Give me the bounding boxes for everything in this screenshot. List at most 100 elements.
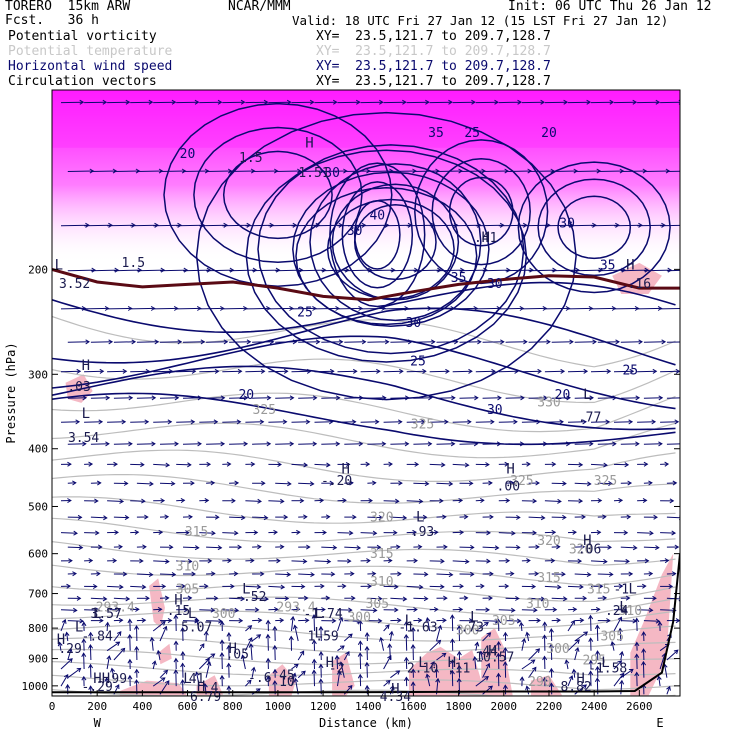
vector-head [560,368,566,374]
vector-head [531,666,537,672]
vector-head [542,676,548,682]
vector-head [615,339,620,345]
center-label: NCAR/MMM [228,0,291,14]
vector-head [381,395,387,401]
vector-head [603,462,608,468]
pv-label: .15 [167,604,190,619]
vector-head [142,544,147,550]
vector-head [440,462,446,468]
vector-head [265,633,271,639]
vector-arrow [129,634,131,651]
vector-head [504,583,510,589]
vector-arrow [642,661,645,678]
vector-head [533,607,538,613]
vector-head [583,368,589,374]
vector-head [253,530,259,536]
vector-head [456,664,462,670]
x-tick-label: 1800 [445,700,472,713]
theta-label: 325 [510,474,533,489]
theta-label: 300 [546,642,569,657]
vector-head [219,639,225,645]
vector-arrow [196,672,200,687]
vector-head [448,99,453,105]
hl-marker: H [82,358,90,374]
vector-head [652,595,657,601]
vector-head [377,596,383,602]
vector-head [552,607,558,613]
vector-head [548,643,554,649]
theta-label: 315 [537,571,560,586]
vector-head [219,620,225,626]
vector-head [385,679,391,685]
vector-head [410,681,416,686]
vector-head [418,584,424,590]
vector-head [595,665,601,671]
vector-head [156,649,162,655]
pv-label: .05 [225,648,248,663]
vector-head [67,498,72,504]
vector-head [580,544,586,550]
vector-head [91,267,97,273]
vector-arrow [436,170,463,172]
vector-head [477,339,482,345]
vector-head [376,544,382,550]
hl-marker: H [391,682,399,698]
vector-head [219,674,225,680]
vector-head [68,558,73,564]
vector-head [668,583,674,589]
vector-arrow [90,597,107,600]
theta-label: 310 [526,597,549,612]
vector-arrow [567,639,580,652]
vector-head [519,676,525,681]
vector-arrow [113,269,142,272]
vector-arrow [436,482,453,485]
vector-head [247,625,253,630]
vector-arrow [106,656,110,670]
vector-head [124,514,130,521]
vector-arrow [413,269,441,272]
vector-head [98,419,104,425]
vector-head [151,395,157,401]
vector-head [220,395,226,401]
vector-head [352,514,357,520]
vector-head [137,267,143,273]
vector-head [210,480,216,486]
vector-head [381,441,387,447]
vector-arrow [452,307,478,310]
theta-label: 330 [537,396,560,411]
vector-head [185,530,190,536]
vector-head [184,607,189,613]
vector-arrow [429,463,445,466]
vector-arrow [664,664,668,678]
vector-head [351,419,357,425]
vector-arrow [275,170,301,172]
vector-head [76,667,82,673]
vector-head [259,419,265,425]
theta-label: 325 [411,418,434,433]
vector-head [543,395,548,401]
vector-head [252,267,258,273]
vector-arrow [597,170,624,172]
vector-head [674,544,680,550]
vector-arrow [544,500,561,502]
vector-head [115,607,121,613]
vector-head [174,395,180,401]
vector-head [496,441,502,447]
vector-head [168,368,174,374]
vector-head [257,617,263,623]
vector-head [113,461,118,467]
vector-head [88,461,94,467]
vector-arrow [268,307,293,310]
vector-head [57,641,63,647]
vector-head [624,462,630,468]
vector-head [119,498,125,504]
vector-head [191,571,196,577]
vector-arrow [666,516,680,519]
vector-arrow [199,307,224,310]
hl-marker: L [93,606,101,622]
vector-head [377,618,383,624]
vector-head [402,596,408,602]
vector-head [641,648,647,653]
vector-arrow [429,307,455,310]
wind-speed-label: 20 [541,126,557,141]
